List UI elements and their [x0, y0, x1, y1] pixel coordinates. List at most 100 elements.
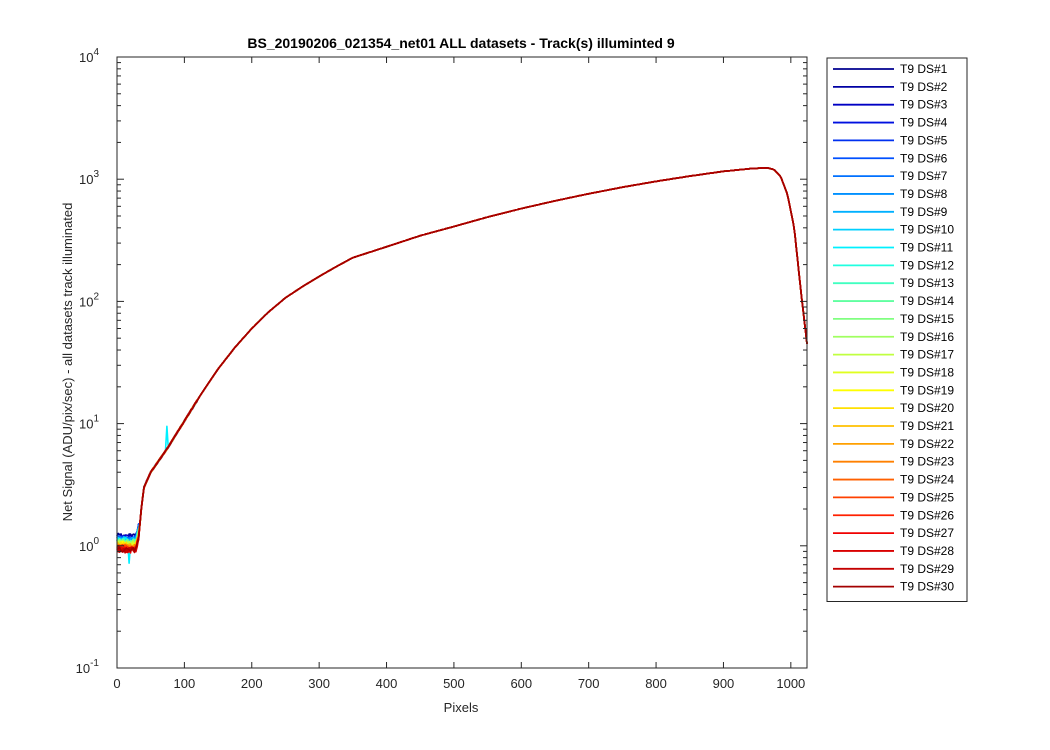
legend-item: T9 DS#1 — [833, 62, 948, 76]
y-tick-label: 100 — [79, 536, 99, 554]
legend-label: T9 DS#27 — [900, 526, 954, 540]
y-axis-title: Net Signal (ADU/pix/sec) - all datasets … — [60, 203, 75, 522]
y-tick-base: 10 — [79, 417, 93, 432]
axes-box — [116, 56, 808, 669]
legend-item: T9 DS#16 — [833, 330, 954, 344]
legend-item: T9 DS#10 — [833, 223, 954, 237]
legend-label: T9 DS#23 — [900, 455, 954, 469]
chart-title: BS_20190206_021354_net01 ALL datasets - … — [247, 35, 674, 51]
legend-label: T9 DS#25 — [900, 490, 954, 504]
legend-label: T9 DS#17 — [900, 348, 954, 362]
x-tick-label: 700 — [578, 676, 600, 691]
y-tick-exponent: 4 — [93, 47, 99, 58]
legend-item: T9 DS#11 — [833, 241, 953, 255]
x-tick-label: 400 — [376, 676, 398, 691]
legend-box — [826, 57, 968, 602]
legend-label: T9 DS#8 — [900, 187, 948, 201]
legend-item: T9 DS#29 — [833, 562, 954, 576]
legend-item: T9 DS#14 — [833, 294, 954, 308]
data-lines — [116, 167, 808, 565]
legend-label: T9 DS#22 — [900, 437, 954, 451]
legend-item: T9 DS#24 — [833, 473, 954, 487]
x-tick-label: 900 — [713, 676, 735, 691]
legend-label: T9 DS#12 — [900, 258, 954, 272]
legend-label: T9 DS#20 — [900, 401, 954, 415]
legend: T9 DS#1 T9 DS#2 T9 DS#3 T9 DS#4 T9 DS#5 T9 DS… — [826, 57, 968, 602]
legend-item: T9 DS#6 — [833, 151, 948, 165]
y-tick-base: 10 — [79, 172, 93, 187]
legend-item: T9 DS#17 — [833, 348, 954, 362]
legend-item: T9 DS#13 — [833, 276, 954, 290]
legend-label: T9 DS#18 — [900, 365, 954, 379]
y-tick-base: 10 — [76, 661, 90, 676]
y-tick-base: 10 — [79, 50, 93, 65]
legend-item: T9 DS#18 — [833, 365, 954, 379]
legend-item: T9 DS#23 — [833, 455, 954, 469]
legend-item: T9 DS#9 — [833, 205, 948, 219]
legend-label: T9 DS#16 — [900, 330, 954, 344]
x-tick-label: 0 — [113, 676, 120, 691]
x-tick-label: 200 — [241, 676, 263, 691]
y-tick-exponent: -1 — [90, 658, 99, 669]
legend-label: T9 DS#21 — [900, 419, 954, 433]
legend-label: T9 DS#30 — [900, 580, 954, 594]
series-line-30 — [116, 167, 808, 553]
legend-label: T9 DS#13 — [900, 276, 954, 290]
legend-item: T9 DS#15 — [833, 312, 954, 326]
legend-item: T9 DS#21 — [833, 419, 954, 433]
y-tick-label: 102 — [79, 291, 99, 309]
y-tick-base: 10 — [79, 294, 93, 309]
x-tick-label: 600 — [510, 676, 532, 691]
legend-label: T9 DS#19 — [900, 383, 954, 397]
axes-frame — [116, 56, 808, 669]
y-tick-exponent: 0 — [93, 536, 99, 547]
legend-label: T9 DS#5 — [900, 133, 948, 147]
legend-label: T9 DS#15 — [900, 312, 954, 326]
legend-label: T9 DS#7 — [900, 169, 948, 183]
legend-label: T9 DS#2 — [900, 80, 948, 94]
x-axis-ticks: 0 100 200 300 400 500 600 700 800 900 1000 — [113, 57, 805, 691]
legend-item: T9 DS#8 — [833, 187, 948, 201]
x-axis-title: Pixels — [444, 700, 479, 715]
legend-item: T9 DS#12 — [833, 258, 954, 272]
legend-label: T9 DS#6 — [900, 151, 948, 165]
legend-label: T9 DS#11 — [900, 241, 953, 255]
legend-item: T9 DS#5 — [833, 133, 948, 147]
legend-label: T9 DS#9 — [900, 205, 948, 219]
legend-label: T9 DS#26 — [900, 508, 954, 522]
y-tick-base: 10 — [79, 539, 93, 554]
legend-label: T9 DS#4 — [900, 116, 948, 130]
y-tick-label: 103 — [79, 169, 99, 187]
y-tick-exponent: 1 — [93, 414, 99, 425]
y-tick-exponent: 2 — [93, 291, 99, 302]
legend-item: T9 DS#22 — [833, 437, 954, 451]
y-tick-label: 104 — [79, 47, 99, 65]
legend-item: T9 DS#26 — [833, 508, 954, 522]
x-tick-label: 100 — [174, 676, 196, 691]
legend-label: T9 DS#3 — [900, 98, 948, 112]
legend-item: T9 DS#3 — [833, 98, 948, 112]
legend-item: T9 DS#28 — [833, 544, 954, 558]
legend-label: T9 DS#10 — [900, 223, 954, 237]
legend-label: T9 DS#29 — [900, 562, 954, 576]
x-tick-label: 1000 — [776, 676, 805, 691]
legend-item: T9 DS#7 — [833, 169, 948, 183]
x-tick-label: 500 — [443, 676, 465, 691]
y-tick-label: 101 — [79, 414, 99, 432]
legend-item: T9 DS#2 — [833, 80, 948, 94]
legend-label: T9 DS#28 — [900, 544, 954, 558]
plot-area — [117, 57, 807, 668]
legend-item: T9 DS#30 — [833, 580, 954, 594]
x-tick-label: 300 — [308, 676, 330, 691]
y-tick-exponent: 3 — [93, 169, 99, 180]
legend-item: T9 DS#25 — [833, 490, 954, 504]
legend-item: T9 DS#27 — [833, 526, 954, 540]
legend-item: T9 DS#20 — [833, 401, 954, 415]
legend-label: T9 DS#24 — [900, 473, 954, 487]
y-tick-label: 10-1 — [76, 658, 100, 676]
legend-label: T9 DS#14 — [900, 294, 954, 308]
legend-item: T9 DS#19 — [833, 383, 954, 397]
legend-item: T9 DS#4 — [833, 116, 948, 130]
